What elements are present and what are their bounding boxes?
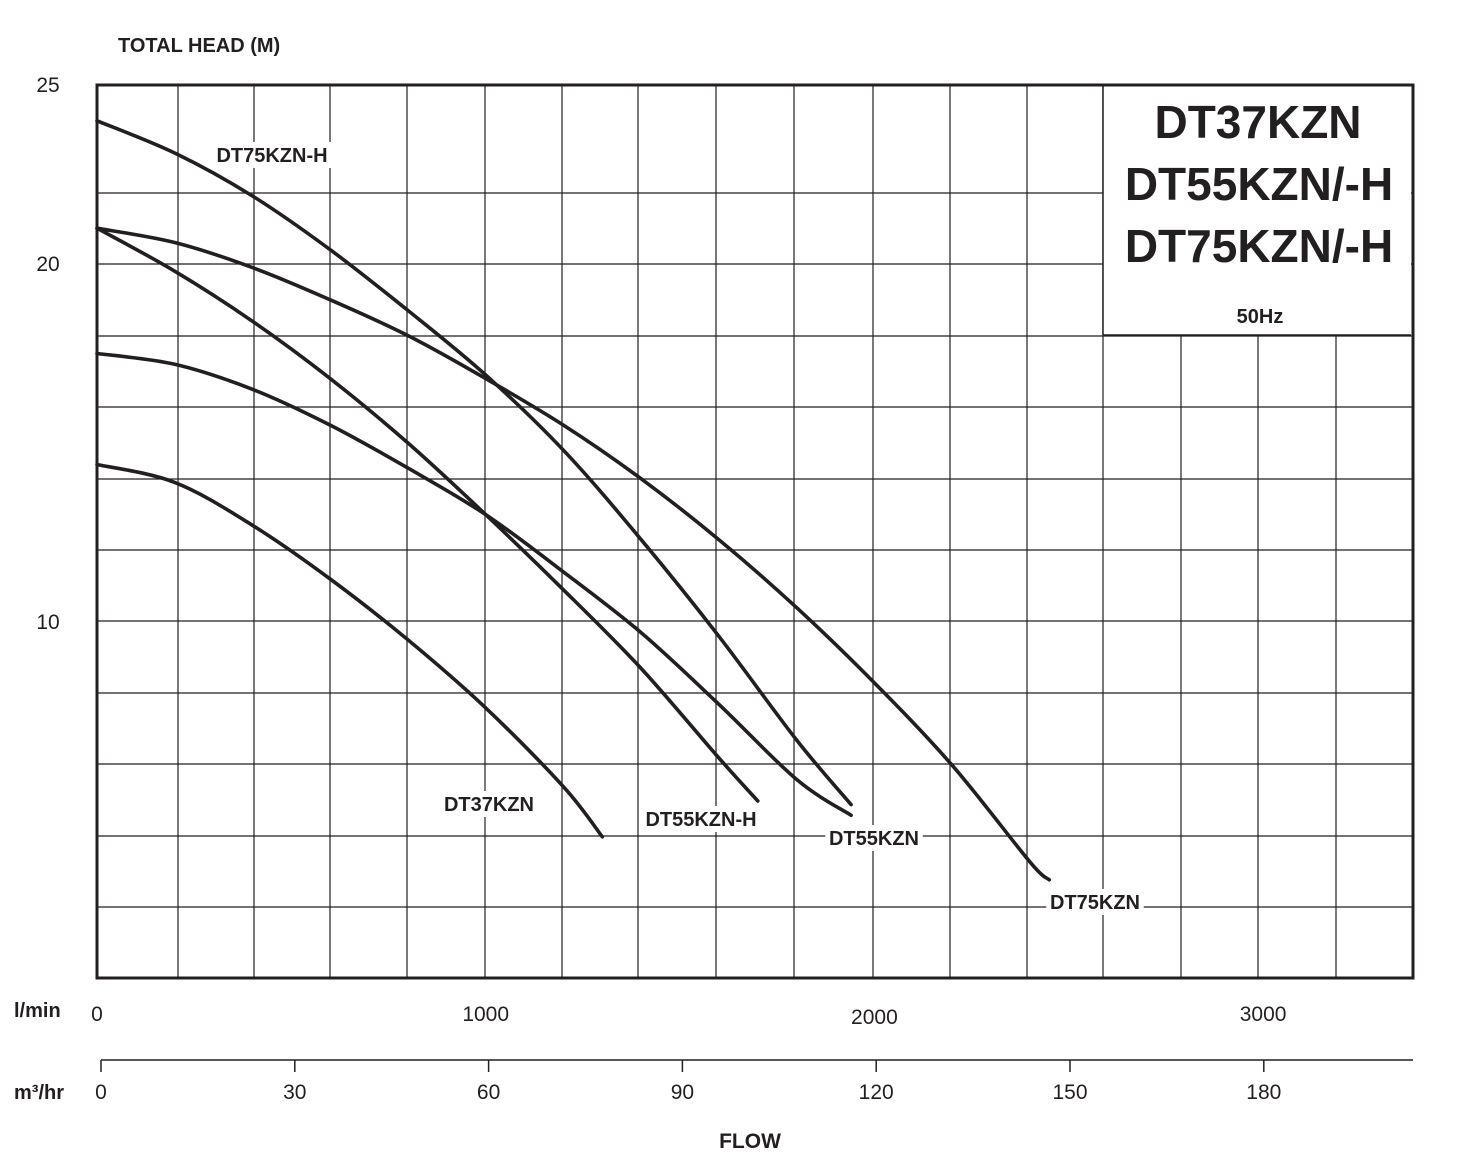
series-label-bg [1046, 889, 1144, 915]
x-tick-label-lmin: 2000 [851, 1006, 898, 1029]
curve-dt75kzn [95, 226, 1052, 882]
y-tick-label: 20 [36, 253, 59, 276]
secondary-x-axis: 0 30 60 90 120 150 180 [95, 1059, 1413, 1104]
x-axis-label: FLOW [719, 1130, 781, 1153]
x-tick-label-lmin: 0 [91, 1003, 103, 1026]
curve-dt37kzn [95, 462, 605, 839]
model-title-1: DT37KZN [1154, 96, 1361, 148]
model-title-3: DT75KZN/-H [1125, 220, 1393, 272]
x-tick-label-m3hr: 60 [477, 1081, 500, 1104]
series-label-bg [210, 142, 334, 168]
curves [95, 119, 1052, 882]
x-tick-label-lmin: 1000 [462, 1003, 509, 1026]
curve-dt55kzn-h [95, 226, 760, 803]
x-tick-labels-lmin: 0 1000 2000 3000 [91, 1003, 1286, 1029]
x-tick-label-m3hr: 90 [671, 1081, 694, 1104]
x-tick-label-m3hr: 0 [95, 1081, 107, 1104]
series-label-bg [825, 825, 923, 851]
series-label-dt37kzn: DT37KZN [444, 794, 534, 816]
x-unit-lmin-label: l/min [14, 1000, 61, 1022]
frequency-label: 50Hz [1237, 306, 1284, 328]
y-tick-label: 10 [36, 611, 59, 634]
model-title-2: DT55KZN/-H [1125, 158, 1393, 210]
x-unit-m3hr-label: m³/hr [14, 1082, 64, 1104]
x-tick-label-m3hr: 150 [1052, 1081, 1087, 1104]
series-label-dt55kzn-h: DT55KZN-H [645, 809, 756, 831]
x-tick-label-lmin: 3000 [1240, 1003, 1287, 1026]
y-tick-labels: 25 20 10 [36, 74, 59, 634]
y-tick-label: 25 [36, 74, 59, 97]
series-label-dt75kzn-h: DT75KZN-H [216, 145, 327, 167]
x-tick-label-m3hr: 30 [283, 1081, 306, 1104]
grid-lines [97, 85, 1413, 978]
plot-frame [95, 83, 1415, 980]
x-tick-label-m3hr: 180 [1246, 1081, 1281, 1104]
curve-dt75kzn-h [95, 119, 853, 807]
title-panel [1103, 86, 1411, 335]
series-label-bg [440, 791, 538, 817]
curve-dt55kzn [95, 351, 853, 818]
series-label-dt55kzn: DT55KZN [829, 828, 919, 850]
y-axis-label: TOTAL HEAD (M) [118, 35, 280, 57]
frequency-label-bg [1228, 302, 1292, 328]
series-label-dt75kzn: DT75KZN [1050, 892, 1140, 914]
series-labels: DT75KZN-H DT37KZN DT55KZN-H DT55KZN DT75KZN [210, 142, 1144, 915]
series-label-bg [639, 806, 763, 832]
x-tick-label-m3hr: 120 [859, 1081, 894, 1104]
